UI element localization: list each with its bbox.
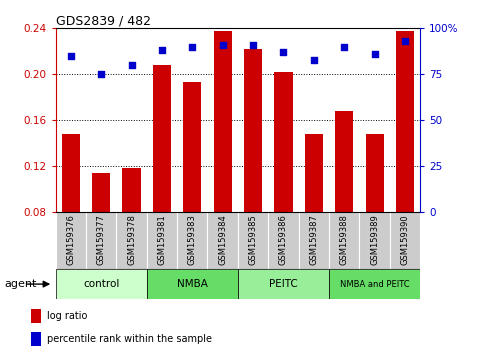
Bar [177,212,208,269]
Point [371,51,379,57]
Bar [208,212,238,269]
Text: GSM159388: GSM159388 [340,214,349,265]
Text: GSM159389: GSM159389 [370,214,379,265]
Bar [86,212,116,269]
Bar [238,269,329,299]
Text: GSM159385: GSM159385 [249,214,257,265]
Point [67,53,74,59]
Point [128,62,135,68]
Text: PEITC: PEITC [269,279,298,289]
Text: GSM159387: GSM159387 [309,214,318,265]
Bar [329,212,359,269]
Bar [359,212,390,269]
Bar [147,212,177,269]
Bar [153,65,171,304]
Point [310,57,318,62]
Bar [92,173,110,304]
Text: percentile rank within the sample: percentile rank within the sample [47,334,212,344]
Point [280,50,287,55]
Bar [56,212,86,269]
Text: agent: agent [5,279,37,289]
Point [401,38,409,44]
Text: GSM159384: GSM159384 [218,214,227,265]
Bar [366,134,384,304]
Bar [329,269,420,299]
Text: GSM159383: GSM159383 [188,214,197,265]
Text: GSM159381: GSM159381 [157,214,167,265]
Bar [298,212,329,269]
Text: GSM159390: GSM159390 [400,214,410,265]
Bar [31,309,41,323]
Bar [183,82,201,304]
Text: GSM159378: GSM159378 [127,214,136,265]
Text: control: control [83,279,119,289]
Point [341,44,348,50]
Bar [213,31,232,304]
Text: GSM159377: GSM159377 [97,214,106,265]
Point [219,42,227,48]
Point [97,72,105,77]
Bar [274,72,293,304]
Bar [238,212,268,269]
Bar [396,31,414,304]
Bar [116,212,147,269]
Text: NMBA: NMBA [177,279,208,289]
Bar [305,134,323,304]
Bar [56,269,147,299]
Bar [244,49,262,304]
Text: log ratio: log ratio [47,311,87,321]
Bar [62,134,80,304]
Point [158,47,166,53]
Text: NMBA and PEITC: NMBA and PEITC [340,280,410,289]
Text: GDS2839 / 482: GDS2839 / 482 [56,14,151,27]
Text: GSM159386: GSM159386 [279,214,288,265]
Bar [268,212,298,269]
Point [188,44,196,50]
Point [249,42,257,48]
Bar [390,212,420,269]
Bar [147,269,238,299]
Bar [31,332,41,346]
Bar [335,111,354,304]
Text: GSM159376: GSM159376 [66,214,75,265]
Bar [122,167,141,304]
